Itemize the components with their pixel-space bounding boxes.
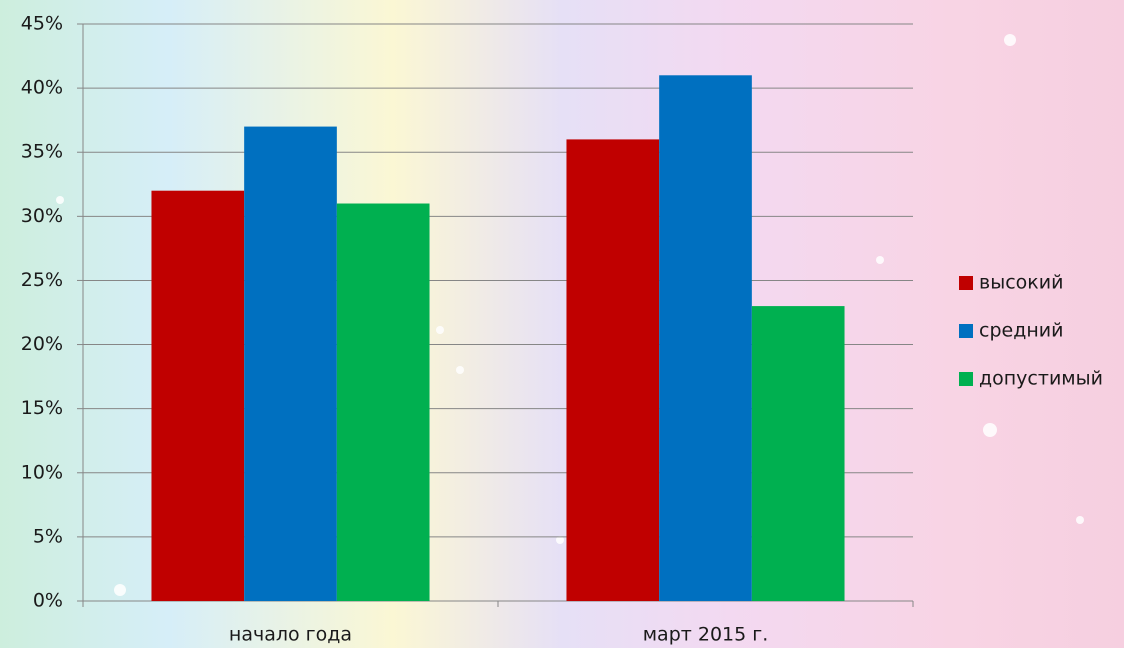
legend-label: высокий bbox=[979, 272, 1063, 294]
stars bbox=[56, 34, 1084, 596]
x-tick-label: начало года bbox=[229, 624, 352, 646]
legend-label: средний bbox=[979, 320, 1063, 342]
bar bbox=[751, 306, 845, 601]
y-tick-label: 35% bbox=[21, 141, 63, 163]
bar bbox=[566, 139, 660, 601]
bar bbox=[244, 126, 337, 602]
y-tick-label: 40% bbox=[21, 77, 63, 99]
bar bbox=[151, 190, 245, 601]
y-tick-label: 5% bbox=[33, 525, 63, 547]
y-tick-label: 25% bbox=[21, 269, 63, 291]
y-tick-label: 10% bbox=[21, 461, 63, 483]
y-tick-label: 45% bbox=[21, 13, 63, 35]
legend-swatch bbox=[959, 276, 973, 290]
bar bbox=[336, 203, 430, 601]
legend-swatch bbox=[959, 372, 973, 386]
y-tick-label: 15% bbox=[21, 397, 63, 419]
legend-label: допустимый bbox=[979, 368, 1103, 390]
y-tick-label: 20% bbox=[21, 333, 63, 355]
y-tick-label: 30% bbox=[21, 205, 63, 227]
bar bbox=[659, 75, 752, 602]
legend-swatch bbox=[959, 324, 973, 338]
x-tick-label: март 2015 г. bbox=[643, 624, 769, 646]
y-tick-label: 0% bbox=[33, 590, 63, 612]
